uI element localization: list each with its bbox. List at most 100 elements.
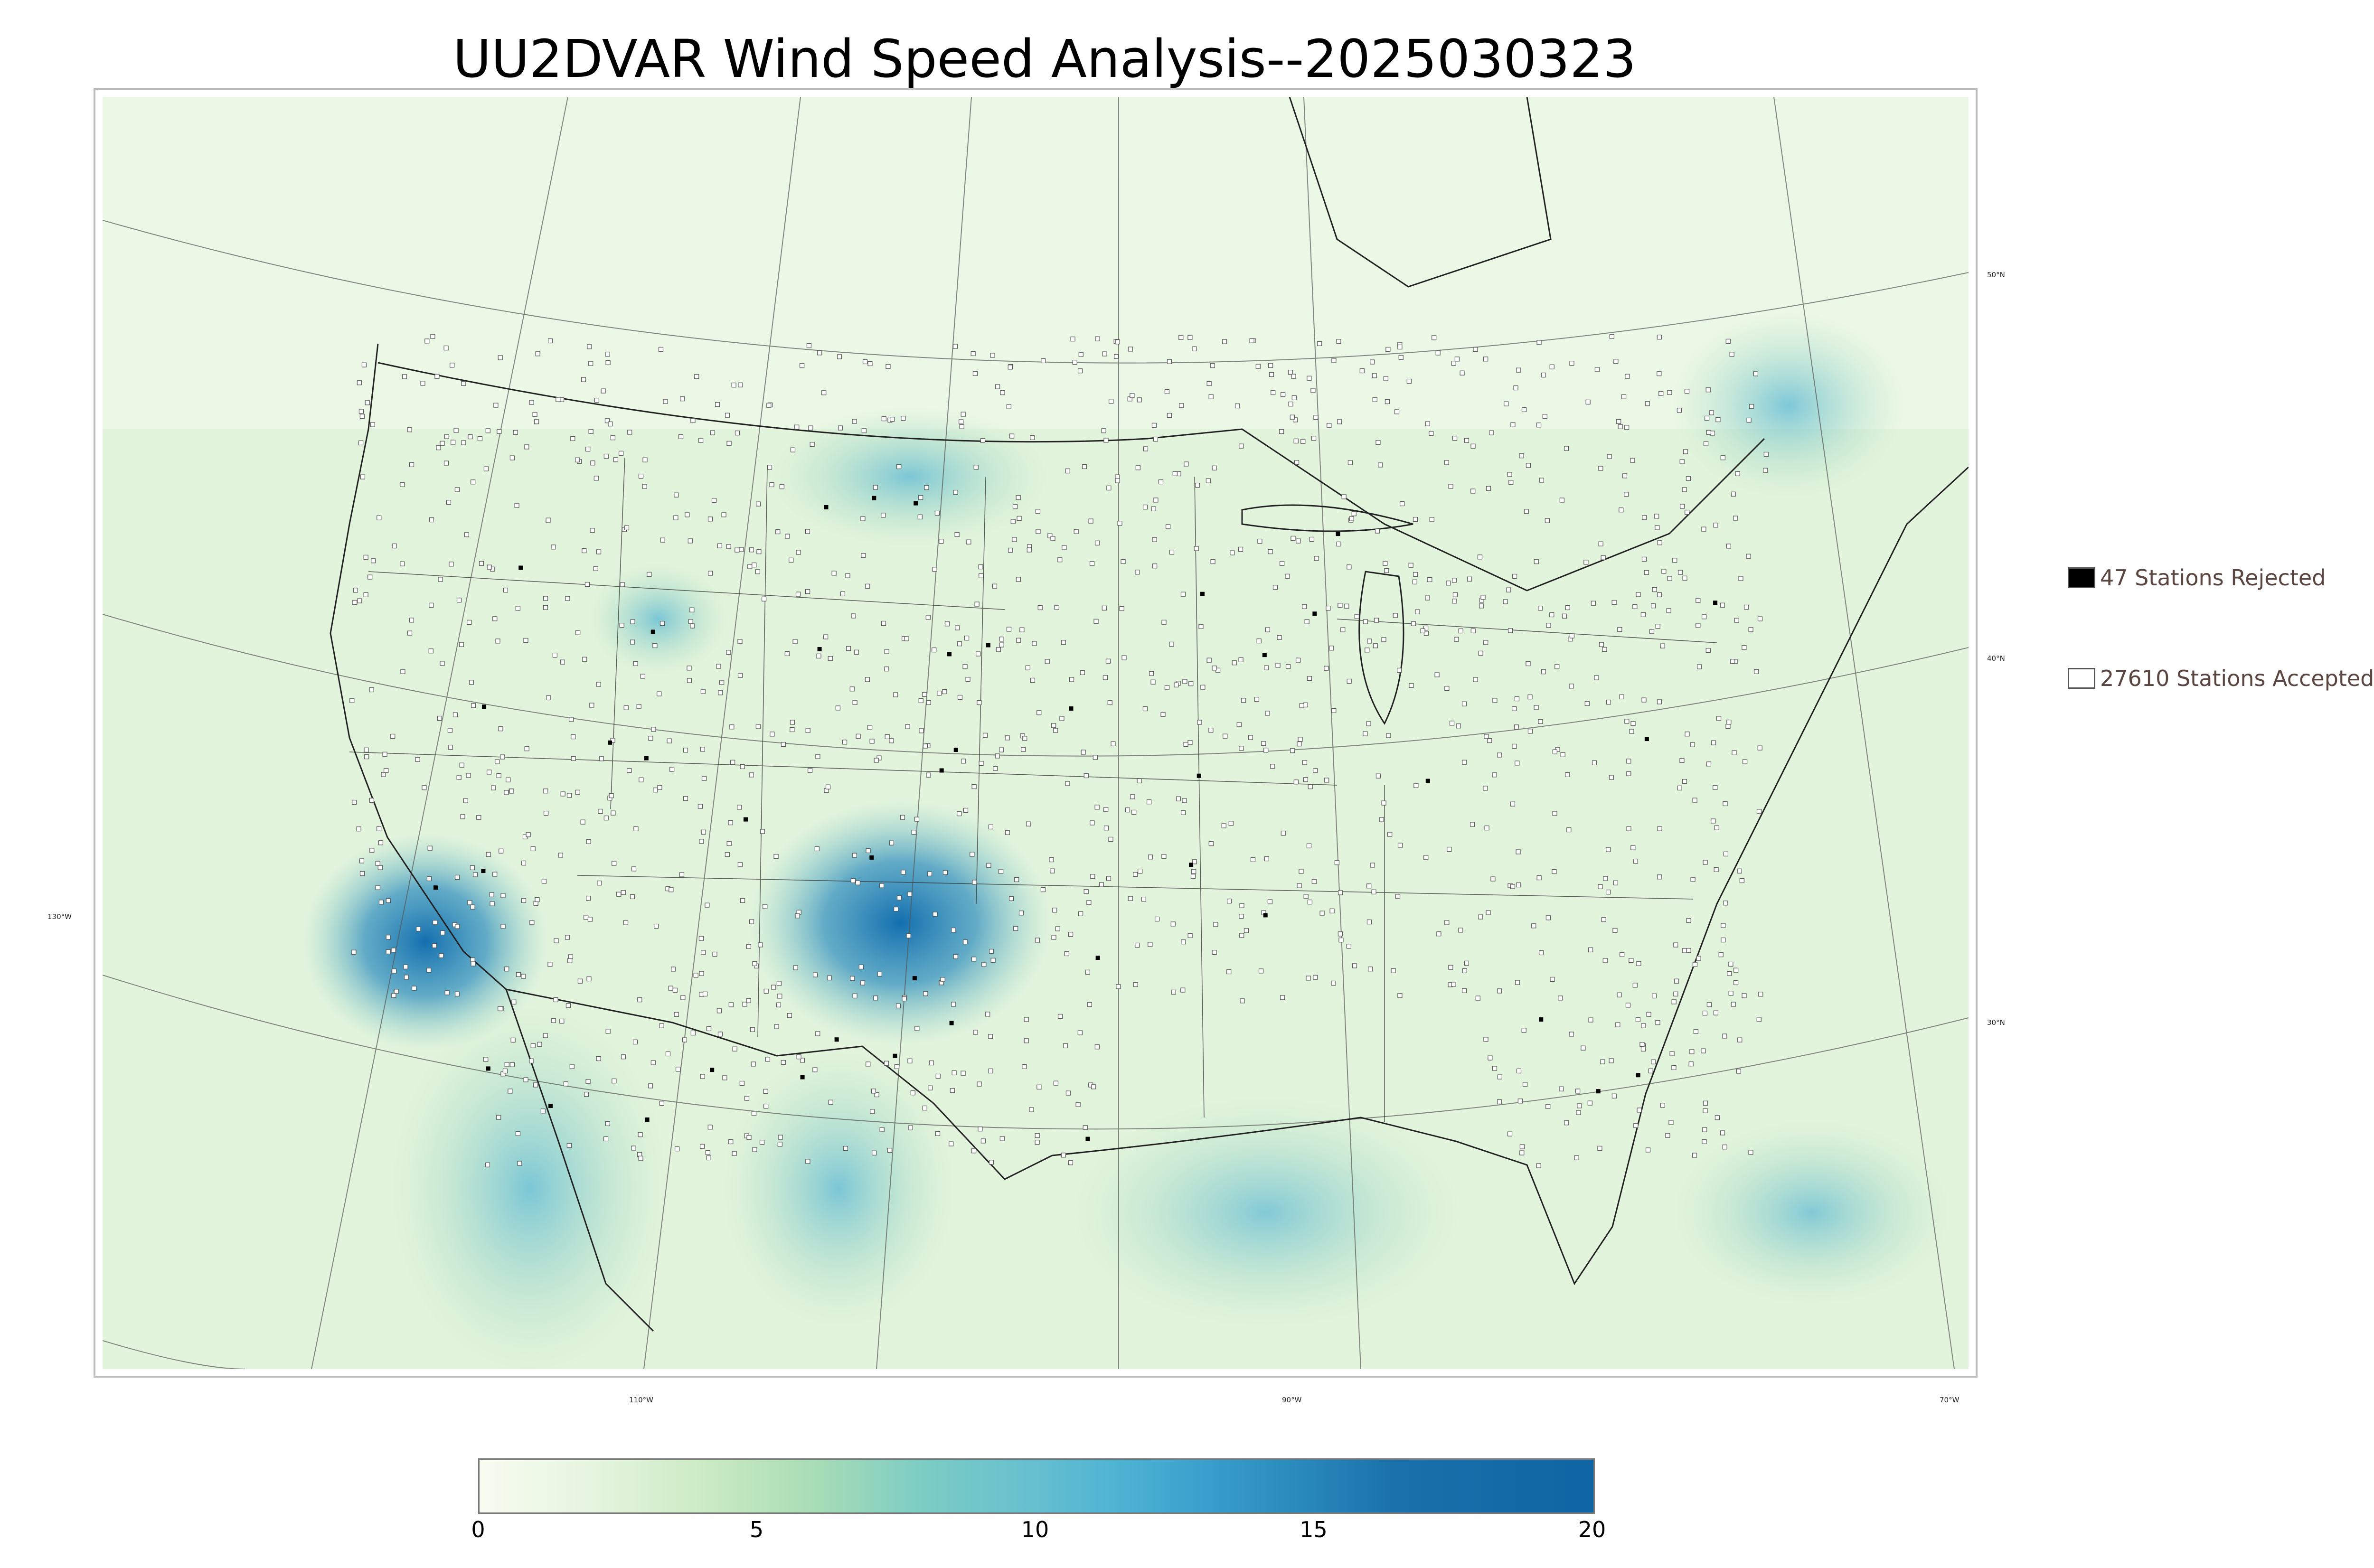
station-accepted <box>556 397 561 402</box>
station-accepted <box>939 539 944 544</box>
station-accepted <box>1255 364 1261 369</box>
station-rejected <box>1262 653 1267 657</box>
station-accepted <box>1413 572 1418 577</box>
station-accepted <box>669 767 675 772</box>
station-accepted <box>1153 436 1158 442</box>
station-accepted <box>1626 771 1631 776</box>
station-accepted <box>870 1109 875 1114</box>
station-accepted <box>1180 987 1186 993</box>
station-accepted <box>794 424 800 430</box>
station-accepted <box>970 852 975 857</box>
station-accepted <box>1024 1017 1029 1022</box>
station-accepted <box>506 777 511 782</box>
station-accepted <box>790 727 795 732</box>
station-accepted <box>1019 627 1025 632</box>
station-accepted <box>989 948 994 954</box>
station-accepted <box>1701 1048 1706 1053</box>
station-accepted <box>861 428 867 433</box>
station-accepted <box>1340 627 1346 632</box>
station-accepted <box>810 441 815 447</box>
station-accepted <box>1510 801 1516 807</box>
station-accepted <box>1624 492 1629 497</box>
station-accepted <box>351 949 357 955</box>
station-accepted <box>1383 561 1388 566</box>
station-accepted <box>739 547 744 552</box>
station-accepted <box>1461 701 1467 706</box>
station-accepted <box>923 991 928 996</box>
station-accepted <box>1713 785 1718 790</box>
station-accepted <box>1055 926 1060 931</box>
station-accepted <box>850 878 856 883</box>
station-accepted <box>601 388 606 394</box>
station-accepted <box>988 824 993 829</box>
station-accepted <box>1703 441 1709 446</box>
station-accepted <box>1657 371 1662 376</box>
station-accepted <box>672 987 678 993</box>
station-accepted <box>570 436 575 441</box>
station-accepted <box>1187 933 1193 938</box>
station-accepted <box>403 964 408 969</box>
station-accepted <box>865 677 870 682</box>
station-accepted <box>1651 603 1656 609</box>
station-accepted <box>900 815 905 820</box>
station-accepted <box>1624 719 1630 724</box>
station-accepted <box>1549 364 1554 369</box>
station-accepted <box>1037 605 1043 610</box>
station-accepted <box>394 989 399 994</box>
station-accepted <box>730 760 735 765</box>
station-accepted <box>1706 761 1712 767</box>
station-accepted <box>1709 410 1714 415</box>
station-accepted <box>1737 1037 1743 1042</box>
station-accepted <box>1635 1017 1640 1022</box>
station-accepted <box>1420 628 1425 633</box>
station-accepted <box>1171 989 1176 995</box>
station-accepted <box>1239 443 1244 449</box>
station-accepted <box>540 1108 546 1114</box>
station-accepted <box>896 464 902 469</box>
station-accepted <box>630 619 635 624</box>
station-accepted <box>470 865 475 870</box>
station-accepted <box>369 848 375 853</box>
station-accepted <box>1295 657 1301 663</box>
station-accepted <box>1685 509 1690 515</box>
station-rejected <box>548 1104 553 1108</box>
station-accepted <box>1304 619 1309 624</box>
station-accepted <box>543 1033 548 1038</box>
station-accepted <box>455 991 460 996</box>
colorbar-tick-label: 5 <box>749 1517 764 1542</box>
station-accepted <box>1359 368 1365 374</box>
station-accepted <box>1366 721 1371 726</box>
station-accepted <box>1702 1127 1707 1132</box>
colorbar-segment <box>1287 1460 1399 1512</box>
station-accepted <box>1497 1099 1502 1105</box>
station-accepted <box>1272 585 1278 590</box>
station-accepted <box>461 381 466 386</box>
station-accepted <box>715 402 720 407</box>
lon-label-90w: 90°W <box>1282 1396 1302 1404</box>
station-accepted <box>1061 1153 1066 1158</box>
station-accepted <box>1005 830 1010 835</box>
lon-label-110w: 110°W <box>629 1396 653 1404</box>
station-accepted <box>1564 1120 1569 1126</box>
station-accepted <box>596 1056 601 1061</box>
station-accepted <box>371 558 376 563</box>
station-accepted <box>771 985 776 990</box>
station-accepted <box>1591 601 1596 606</box>
station-accepted <box>471 961 476 967</box>
station-accepted <box>1630 845 1636 850</box>
station-accepted <box>428 648 433 654</box>
station-accepted <box>455 924 460 929</box>
station-accepted <box>959 424 964 429</box>
station-accepted <box>884 649 889 654</box>
lat-label-50n: 50°N <box>1987 271 2005 279</box>
station-accepted <box>377 515 382 520</box>
station-accepted <box>459 762 464 768</box>
station-accepted <box>630 639 635 645</box>
station-accepted <box>905 724 910 729</box>
station-accepted <box>356 826 361 832</box>
station-accepted <box>683 796 688 801</box>
station-accepted <box>1594 675 1599 680</box>
station-accepted <box>1230 550 1235 555</box>
station-accepted <box>1352 963 1357 968</box>
station-accepted <box>631 866 637 872</box>
